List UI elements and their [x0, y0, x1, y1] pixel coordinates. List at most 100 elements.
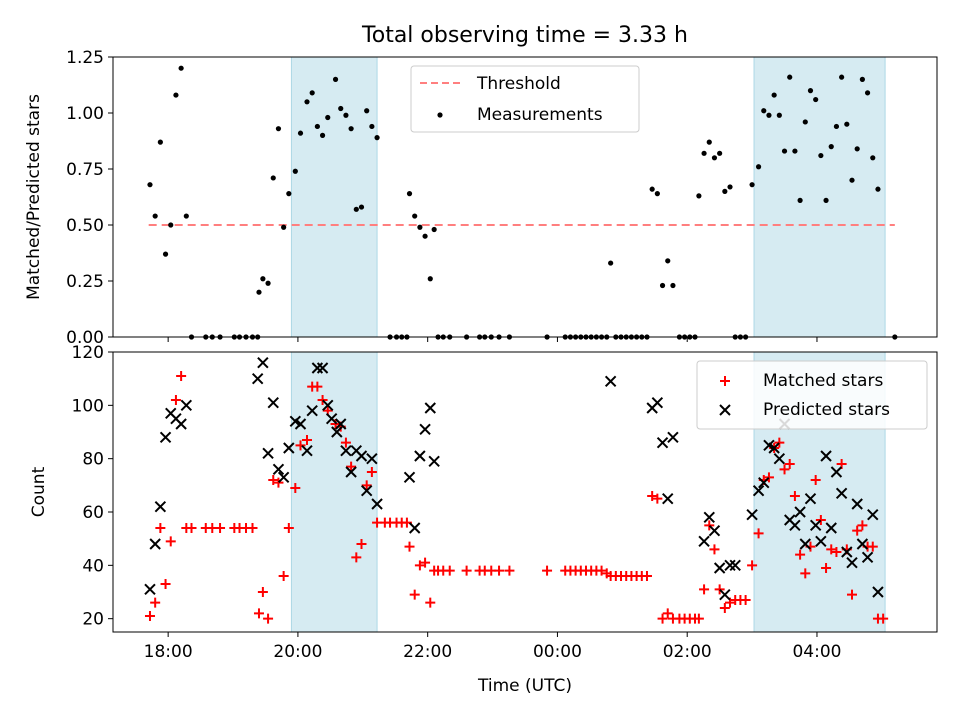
measurement-point	[807, 88, 814, 94]
predicted-star-point	[322, 399, 334, 412]
measurement-point	[183, 213, 189, 219]
matched-star-point	[704, 520, 715, 531]
measurement-point	[358, 204, 365, 210]
predicted-star-point	[316, 362, 329, 374]
predicted-star-point	[360, 484, 373, 497]
y-tick-label: 60	[82, 503, 104, 523]
measurement-point	[369, 123, 375, 130]
measurement-point	[665, 258, 671, 264]
measurement-point	[849, 177, 855, 183]
measurement-point	[749, 182, 755, 188]
measurement-point	[353, 206, 359, 212]
measurement-point	[292, 168, 298, 174]
measurement-point	[157, 139, 163, 145]
measurement-point	[406, 191, 413, 197]
matched-star-point	[160, 579, 171, 589]
x-tick-label: 02:00	[663, 642, 712, 662]
measurement-point	[427, 276, 433, 282]
predicted-star-point	[758, 476, 770, 489]
matched-star-point	[317, 395, 328, 405]
matched-star-point	[753, 528, 764, 539]
predicted-star-point	[340, 444, 352, 457]
matched-star-point	[409, 589, 420, 600]
measurement-point	[670, 282, 676, 289]
matched-star-point	[361, 480, 372, 491]
predicted-star-point	[371, 498, 383, 510]
y-tick-label: 0.25	[66, 272, 104, 292]
predicted-star-point	[257, 356, 269, 369]
y-tick-label: 0.50	[66, 216, 104, 236]
count-panel: 18:00 20:00 22:00 00:00 02:00 04:00 20 40 60 80 1…	[29, 343, 938, 696]
measurement-point	[781, 148, 788, 154]
matched-star-point	[215, 523, 226, 533]
ratio-y-axis-label: Matched/Predicted stars	[24, 94, 44, 300]
matched-star-point	[351, 552, 362, 563]
measurement-point	[854, 146, 860, 152]
predicted-star-point	[768, 442, 780, 454]
matched-star-point	[295, 440, 306, 451]
measurement-point	[281, 224, 287, 230]
matched-star-point	[878, 613, 889, 624]
matched-star-point	[247, 523, 258, 533]
measurement-point	[701, 150, 707, 156]
matched-star-point	[542, 565, 553, 576]
matched-star-point	[652, 493, 663, 504]
predicted-star-point	[311, 362, 324, 374]
predicted-star-point	[345, 466, 357, 478]
matched-star-point	[662, 608, 673, 619]
predicted-star-point	[773, 452, 786, 465]
y-tick-label: 1.00	[66, 104, 104, 124]
chart-title: Total observing time = 3.33 h	[361, 23, 688, 48]
measurement-point	[173, 92, 179, 98]
measurement-point	[833, 123, 840, 130]
predicted-star-point	[794, 506, 806, 518]
x-tick-label: 00:00	[533, 642, 582, 662]
predicted-star-point	[846, 556, 858, 569]
measurement-point	[608, 260, 614, 266]
measurement-point	[654, 191, 660, 197]
count-y-axis-label: Count	[29, 466, 49, 517]
predicted-star-point	[825, 522, 837, 534]
measurement-point	[792, 148, 798, 154]
x-tick-label: 22:00	[403, 642, 452, 662]
predicted-star-point	[872, 586, 884, 598]
measurement-point	[722, 188, 728, 194]
matched-star-point	[747, 560, 758, 571]
measurement-point	[348, 126, 354, 132]
matched-star-point	[821, 563, 832, 573]
predicted-star-point	[149, 538, 161, 550]
matched-star-point	[414, 560, 425, 571]
matched-star-point	[596, 565, 607, 576]
matched-star-point	[186, 523, 197, 533]
matched-star-point	[826, 544, 837, 555]
matched-star-point	[404, 541, 415, 552]
matched-star-point	[774, 437, 785, 448]
legend-measurements-label: Measurements	[477, 105, 603, 125]
matched-star-point	[504, 565, 515, 576]
matched-star-point	[444, 565, 455, 576]
predicted-star-point	[262, 447, 274, 460]
measurement-point	[823, 197, 829, 203]
predicted-star-point	[306, 404, 318, 417]
x-tick-label: 04:00	[792, 642, 841, 662]
observing-window-2	[753, 56, 886, 338]
predicted-star-point	[267, 396, 279, 409]
matched-star-point	[867, 541, 878, 552]
predicted-star-point	[335, 418, 347, 430]
matched-star-point	[641, 571, 652, 581]
measurement-point	[304, 99, 310, 105]
matched-star-point	[150, 597, 161, 608]
predicted-star-point	[414, 450, 426, 462]
predicted-star-point	[428, 455, 440, 468]
measurement-point	[766, 112, 772, 118]
measurement-point	[818, 152, 824, 159]
predicted-star-point	[698, 535, 710, 548]
measurement-point	[844, 121, 850, 127]
measurement-point	[717, 150, 723, 156]
y-tick-label: 100	[72, 396, 104, 416]
y-tick-label: 20	[82, 610, 104, 630]
matched-star-point	[312, 381, 323, 392]
measurement-point	[260, 276, 266, 282]
predicted-star-point	[851, 498, 863, 510]
legend-matched-swatch	[720, 376, 730, 386]
